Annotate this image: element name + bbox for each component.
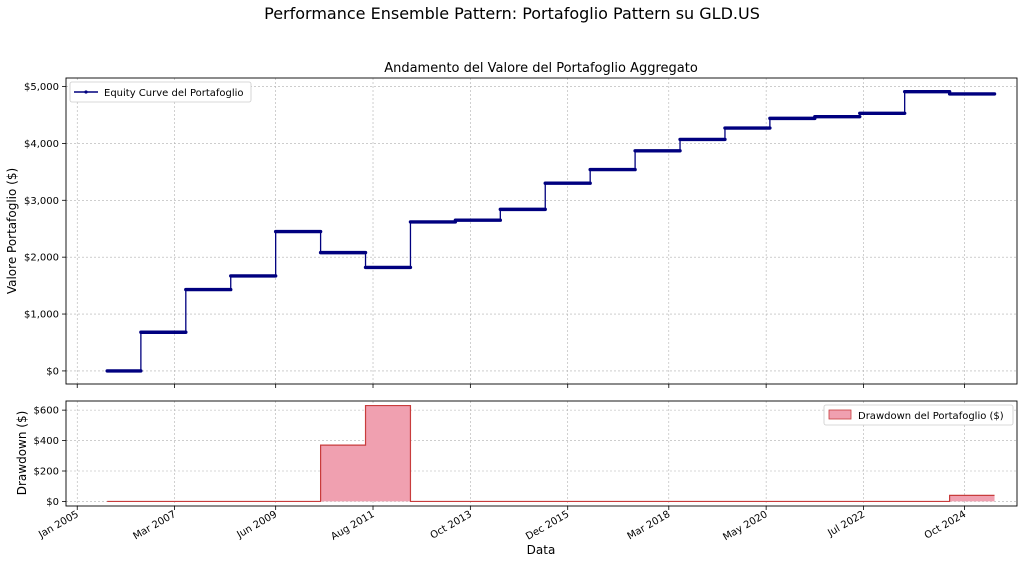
equity-curve-line — [107, 91, 995, 372]
x-tick-label: Jul 2022 — [825, 509, 867, 539]
equity-y-ticks: $0 $1,000 $2,000 $3,000 $4,000 $5,000 — [24, 82, 66, 377]
equity-ytick-label: $2,000 — [24, 253, 59, 264]
drawdown-legend-label: Drawdown del Portafoglio ($) — [858, 411, 1004, 422]
drawdown-ylabel: Drawdown ($) — [15, 411, 29, 496]
drawdown-legend-box — [823, 404, 1014, 426]
x-tick-label: Jun 2009 — [234, 509, 279, 541]
figure-suptitle: Performance Ensemble Pattern: Portafogli… — [264, 4, 760, 23]
drawdown-ytick-label: $200 — [34, 467, 59, 478]
x-tick-label: Dec 2015 — [524, 509, 571, 543]
drawdown-x-ticks: Jan 2005 Mar 2007 Jun 2009 Aug 2011 Oct 2013… — [36, 506, 968, 543]
x-tick-label: Mar 2007 — [131, 509, 178, 542]
equity-grid — [66, 78, 1017, 384]
drawdown-ytick-label: $400 — [34, 436, 59, 447]
equity-ytick-label: $0 — [46, 366, 59, 377]
equity-axes-frame — [65, 77, 1018, 385]
equity-ytick-label: $1,000 — [24, 310, 59, 321]
equity-ytick-label: $3,000 — [24, 196, 59, 207]
x-tick-label: Aug 2011 — [329, 509, 376, 543]
drawdown-y-ticks: $0 $200 $400 $600 — [34, 406, 66, 508]
equity-ytick-label: $4,000 — [24, 139, 59, 150]
equity-legend-box — [69, 81, 252, 103]
drawdown-area — [107, 405, 995, 502]
equity-axes: $0 $1,000 $2,000 $3,000 $4,000 $5,000 Valore … — [5, 77, 1018, 388]
x-tick-label: Oct 2024 — [923, 509, 968, 541]
x-tick-label: Jan 2005 — [36, 509, 81, 541]
drawdown-marks — [107, 404, 995, 503]
x-tick-label: Oct 2013 — [429, 509, 474, 541]
x-tick-label: Mar 2018 — [626, 509, 673, 542]
equity-x-ticks — [76, 384, 965, 388]
drawdown-axes: $0 $200 $400 $600 Jan 2005 Mar 2007 Jun 2009 A… — [15, 400, 1018, 557]
drawdown-legend-swatch — [828, 409, 852, 420]
drawdown-axes-frame — [65, 400, 1018, 507]
equity-legend-label: Equity Curve del Portafoglio — [104, 88, 244, 99]
equity-ylabel: Valore Portafoglio ($) — [5, 168, 19, 294]
x-axis-title: Data — [527, 543, 556, 557]
x-tick-label: May 2020 — [721, 509, 769, 543]
drawdown-edge-line — [107, 404, 995, 503]
equity-chart-title: Andamento del Valore del Portafoglio Agg… — [384, 61, 698, 76]
drawdown-legend: Drawdown del Portafoglio ($) — [823, 404, 1014, 426]
drawdown-ytick-label: $0 — [46, 497, 59, 508]
equity-legend: Equity Curve del Portafoglio — [69, 81, 252, 103]
equity-marks — [105, 89, 997, 373]
equity-legend-marker — [84, 90, 88, 94]
equity-ytick-label: $5,000 — [24, 82, 59, 93]
drawdown-ytick-label: $600 — [34, 406, 59, 417]
